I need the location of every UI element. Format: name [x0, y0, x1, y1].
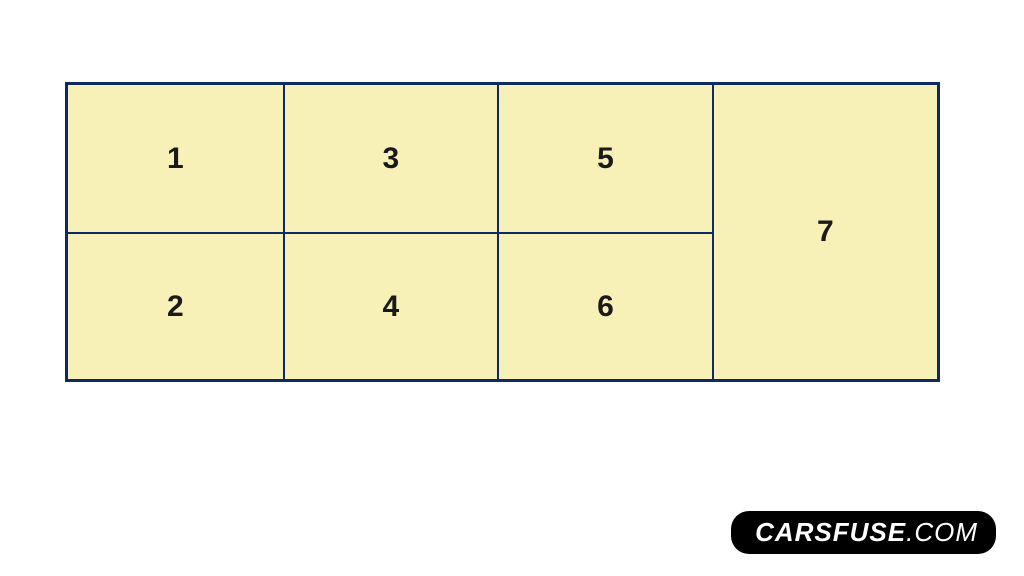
cell-1: 1 [68, 85, 283, 232]
cell-1-label: 1 [167, 142, 184, 176]
fuse-diagram: 1 3 5 7 2 4 6 [65, 82, 940, 382]
cell-4: 4 [283, 232, 498, 379]
cell-5: 5 [497, 85, 712, 232]
watermark-badge: CARSFUSE.COM [731, 511, 996, 554]
cell-6: 6 [497, 232, 712, 379]
watermark-bold: CARSFUSE [755, 517, 906, 547]
cell-5-label: 5 [597, 142, 614, 176]
cell-7: 7 [712, 85, 937, 379]
cell-2: 2 [68, 232, 283, 379]
cell-6-label: 6 [597, 290, 614, 324]
cell-2-label: 2 [167, 290, 184, 324]
cell-4-label: 4 [383, 290, 400, 324]
cell-7-label: 7 [817, 215, 834, 249]
watermark-thin: .COM [906, 517, 978, 547]
cell-3: 3 [283, 85, 498, 232]
cell-3-label: 3 [383, 142, 400, 176]
